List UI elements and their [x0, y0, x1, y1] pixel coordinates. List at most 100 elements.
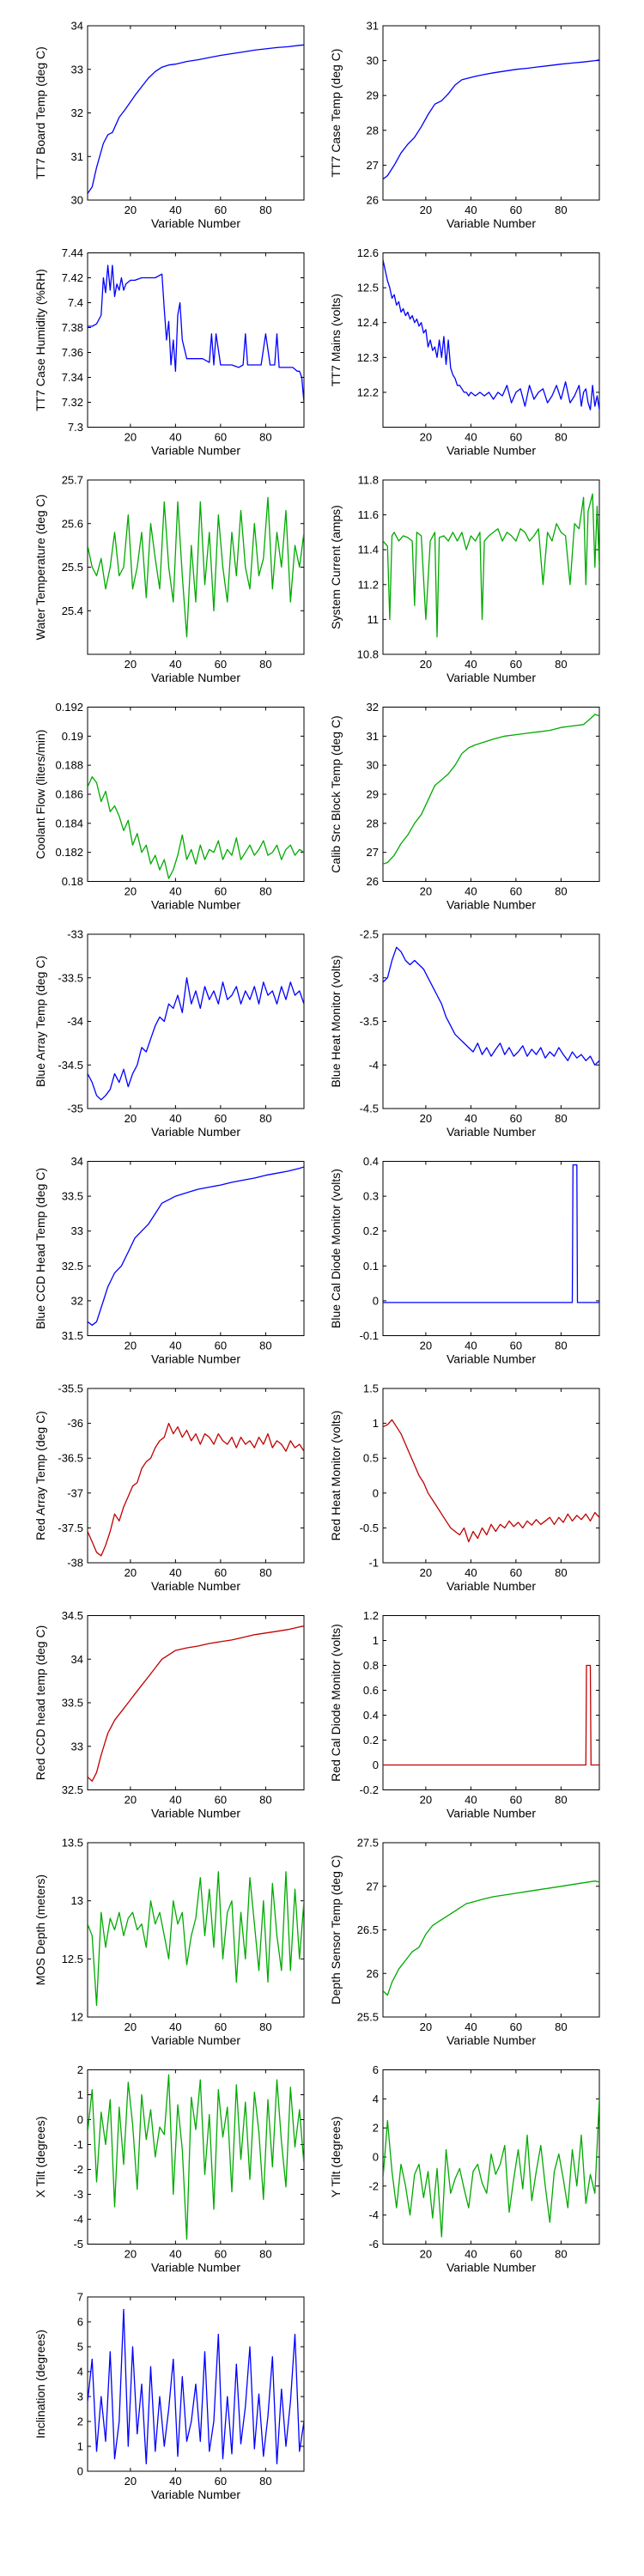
y-tick-label: 27.5: [357, 1837, 379, 1850]
y-tick-label: 1: [77, 2088, 83, 2101]
y-tick-label: 6: [77, 2316, 83, 2329]
x-tick-label: 40: [465, 1566, 477, 1579]
y-tick-label: 25.5: [62, 561, 83, 574]
y-tick-label: 0: [77, 2113, 83, 2126]
y-tick-label: 26: [367, 1967, 379, 1980]
y-tick-label: -0.2: [360, 1783, 379, 1796]
x-tick-label: 40: [169, 2020, 181, 2033]
series-line: [88, 977, 304, 1101]
y-tick-label: -33.5: [58, 971, 83, 984]
x-tick-label: 80: [555, 1340, 567, 1352]
y-tick-label: -33: [67, 928, 83, 941]
y-tick-label: 4: [373, 2093, 379, 2105]
y-tick-label: 0: [373, 1759, 379, 1771]
x-tick-label: 60: [215, 1112, 227, 1125]
series-line: [383, 1163, 599, 1303]
y-tick-label: 6: [373, 2063, 379, 2076]
y-tick-label: -36.5: [58, 1452, 83, 1465]
y-tick-label: 11.8: [358, 474, 379, 487]
x-tick-label: 40: [169, 658, 181, 671]
x-tick-label: 60: [215, 2475, 227, 2488]
x-tick-label: 40: [465, 2020, 477, 2033]
y-tick-label: 7.38: [62, 321, 83, 334]
y-tick-label: 0.1: [363, 1260, 379, 1273]
x-tick-label: 80: [259, 658, 271, 671]
y-tick-label: 0.184: [55, 817, 83, 829]
y-axis-label: X Tilt (degrees): [33, 2117, 47, 2198]
y-tick-label: 0.2: [363, 1224, 379, 1237]
x-axis-label: Variable Number: [151, 2488, 240, 2501]
plot-frame: [382, 933, 600, 1109]
x-axis-label: Variable Number: [151, 2261, 240, 2275]
y-tick-label: -4.5: [360, 1103, 379, 1115]
y-tick-label: -2: [73, 2163, 83, 2176]
x-tick-label: 20: [125, 1340, 137, 1352]
y-tick-label: 10.8: [357, 648, 379, 661]
x-axis-label: Variable Number: [447, 216, 536, 230]
x-axis-label: Variable Number: [151, 1579, 240, 1593]
x-axis-label: Variable Number: [447, 1807, 536, 1820]
y-tick-label: 26: [367, 194, 379, 207]
y-tick-label: 32.5: [62, 1783, 83, 1796]
chart-panel: 20 40 60 80 12.2 12.3 12.4 12.5 12.6 Variable Num…: [329, 246, 600, 458]
y-tick-label: 12: [71, 2011, 83, 2024]
x-tick-label: 80: [555, 2020, 567, 2033]
y-tick-label: 0.5: [363, 1452, 379, 1465]
y-axis-label: Calib Src Block Temp (deg C): [329, 715, 343, 872]
y-axis-label: Coolant Flow (liters/min): [33, 730, 47, 860]
y-tick-label: 7: [77, 2291, 83, 2304]
chart-panel: 20 40 60 80 25.5 26 26.5 27 27.5 Variable Number D…: [329, 1837, 600, 2047]
x-tick-label: 20: [125, 1566, 137, 1579]
chart-panel: 20 40 60 80 25.4 25.5 25.6 25.7 Variable Number W…: [33, 474, 305, 684]
y-axis-label: Red CCD head temp (deg C): [33, 1625, 47, 1781]
x-tick-label: 40: [169, 2475, 181, 2488]
y-tick-label: -6: [368, 2238, 379, 2251]
plot-frame: [87, 1161, 305, 1336]
y-tick-label: 27: [367, 846, 379, 859]
x-tick-label: 40: [465, 204, 477, 216]
y-tick-label: 28: [367, 817, 379, 829]
y-tick-label: 0: [77, 2465, 83, 2478]
y-axis-label: TT7 Board Temp (deg C): [33, 46, 47, 179]
series-line: [88, 2308, 304, 2464]
x-axis-label: Variable Number: [447, 1352, 536, 1366]
y-tick-label: 5: [77, 2341, 83, 2354]
x-tick-label: 40: [465, 1112, 477, 1125]
y-tick-label: 7.4: [68, 296, 83, 309]
plot-frame: [382, 1388, 600, 1564]
plot-frame: [382, 1842, 600, 2018]
x-tick-label: 20: [420, 885, 432, 898]
y-tick-label: 12.5: [357, 282, 379, 295]
plot-frame: [87, 933, 305, 1109]
x-tick-label: 20: [125, 2248, 137, 2261]
x-tick-label: 60: [510, 2248, 522, 2261]
y-tick-label: 34: [71, 20, 83, 33]
x-tick-label: 20: [125, 1794, 137, 1807]
y-tick-label: 7.44: [62, 246, 83, 259]
x-tick-label: 80: [259, 1794, 271, 1807]
y-tick-label: 0: [373, 1486, 379, 1499]
x-tick-label: 60: [215, 431, 227, 444]
chart-panel: 20 40 60 80 -1 -0.5 0 0.5 1 1.5 Variable Number Red…: [329, 1382, 600, 1593]
x-tick-label: 80: [555, 885, 567, 898]
x-tick-label: 40: [465, 1340, 477, 1352]
x-tick-label: 80: [555, 1112, 567, 1125]
y-tick-label: 25.7: [62, 474, 83, 487]
x-tick-label: 80: [259, 2020, 271, 2033]
x-tick-label: 40: [169, 1566, 181, 1579]
x-tick-label: 60: [215, 204, 227, 216]
y-axis-label: Water Temperature (deg C): [33, 495, 47, 641]
y-axis-label: Depth Sensor Temp (deg C): [329, 1855, 343, 2004]
chart-panel: 20 40 60 80 -6 -4 -2 0 2 4 6 Variable Number Y Tilt …: [329, 2063, 600, 2275]
y-tick-label: 34.5: [62, 1609, 83, 1622]
y-tick-label: 0.4: [363, 1709, 379, 1722]
y-tick-label: 3: [77, 2391, 83, 2403]
plot-frame: [87, 25, 305, 201]
x-tick-label: 80: [259, 2248, 271, 2261]
x-tick-label: 40: [169, 1340, 181, 1352]
y-axis-label: Red Heat Monitor (volts): [329, 1411, 343, 1541]
y-tick-label: -35.5: [58, 1382, 83, 1395]
series-line: [88, 264, 304, 403]
y-tick-label: 12.6: [357, 246, 379, 259]
y-tick-label: 12.2: [357, 386, 379, 398]
